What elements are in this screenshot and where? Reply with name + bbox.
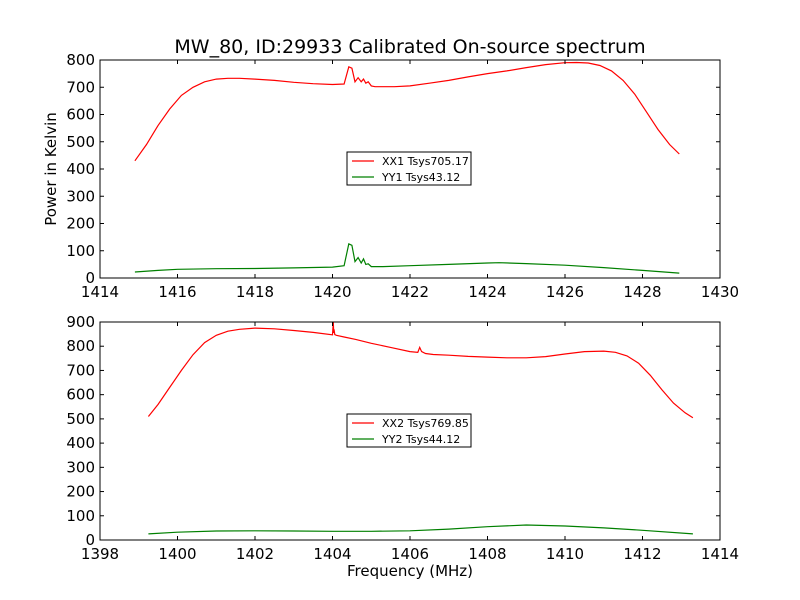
x-tick-label: 1430 (701, 283, 739, 301)
legend-entry: XX2 Tsys769.85 (382, 417, 469, 430)
upper-spectrum-panel: 1414 1416 1418 1420 1422 1424 1426 1428 1430 0 100… (42, 51, 739, 301)
legend-box (346, 413, 472, 448)
legend-entry: XX1 Tsys705.17 (382, 155, 469, 168)
y-tick-label: 100 (66, 242, 95, 260)
figure-title: MW_80, ID:29933 Calibrated On-source spe… (174, 36, 645, 58)
y-tick-label: 400 (66, 160, 95, 178)
x-tick-label: 1410 (546, 545, 584, 563)
x-axis-label: Frequency (MHz) (347, 562, 473, 580)
legend: XX2 Tsys769.85 YY2 Tsys44.12 (346, 413, 472, 448)
x-tick-label: 1424 (468, 283, 506, 301)
y-tick-label: 800 (66, 337, 95, 355)
series-line-1-0 (147, 321, 694, 419)
x-tick-label: 1402 (236, 545, 274, 563)
x-tick-label: 1414 (701, 545, 739, 563)
x-tick-label: 1426 (546, 283, 584, 301)
y-tick-label: 0 (85, 531, 95, 549)
y-tick-label: 400 (66, 434, 95, 452)
x-tick-label: 1406 (391, 545, 429, 563)
y-tick-label: 500 (66, 410, 95, 428)
y-tick-label: 500 (66, 133, 95, 151)
x-tick-label: 1420 (313, 283, 351, 301)
y-tick-label: 200 (66, 215, 95, 233)
x-tick-label: 1404 (313, 545, 351, 563)
y-tick-label: 700 (66, 78, 95, 96)
y-tick-label: 800 (66, 51, 95, 69)
x-tick-label: 1400 (158, 545, 196, 563)
legend-box (346, 151, 472, 186)
lower-spectrum-panel: 1398 1400 1402 1404 1406 1408 1410 1412 1414 0 100… (66, 313, 739, 580)
legend-entry: YY2 Tsys44.12 (381, 433, 460, 446)
y-tick-label: 300 (66, 458, 95, 476)
y-axis-label: Power in Kelvin (42, 112, 60, 226)
legend: XX1 Tsys705.17 YY1 Tsys43.12 (346, 151, 472, 186)
x-tick-label: 1412 (623, 545, 661, 563)
x-tick-label: 1422 (391, 283, 429, 301)
x-tick-label: 1414 (81, 283, 119, 301)
series-line-1-1 (148, 524, 693, 535)
series-line-0-0 (134, 61, 680, 162)
y-tick-label: 200 (66, 483, 95, 501)
y-tick-label: 600 (66, 106, 95, 124)
x-tick-label: 1418 (236, 283, 274, 301)
x-tick-label: 1416 (158, 283, 196, 301)
x-tick-label: 1428 (623, 283, 661, 301)
y-tick-label: 0 (85, 269, 95, 287)
y-tick-label: 700 (66, 361, 95, 379)
series-line-0-1 (134, 243, 680, 274)
y-tick-label: 900 (66, 313, 95, 331)
x-tick-label: 1398 (81, 545, 119, 563)
x-tick-label: 1408 (468, 545, 506, 563)
y-tick-label: 300 (66, 187, 95, 205)
y-tick-label: 600 (66, 386, 95, 404)
y-tick-label: 100 (66, 507, 95, 525)
legend-entry: YY1 Tsys43.12 (381, 171, 460, 184)
